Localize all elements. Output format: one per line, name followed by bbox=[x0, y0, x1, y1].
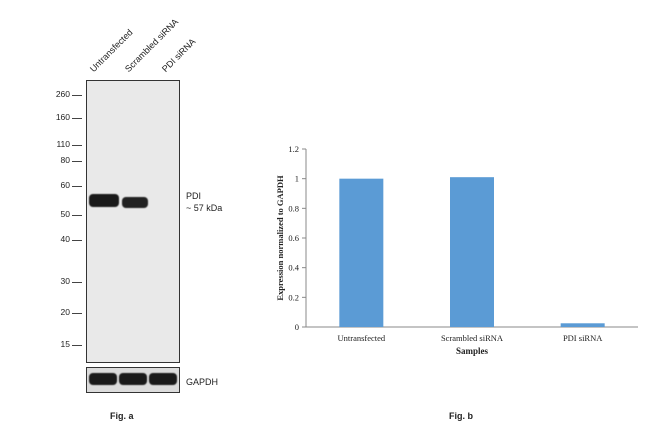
marker-tick bbox=[72, 345, 82, 346]
marker-label: 260 bbox=[55, 89, 70, 99]
y-tick-label: 1.2 bbox=[288, 144, 299, 154]
gapdh-band-pdi-sirna bbox=[149, 373, 177, 385]
y-tick-label: 0.4 bbox=[288, 263, 299, 273]
gapdh-band-scrambled-sirna bbox=[119, 373, 147, 385]
bar-untransfected bbox=[339, 178, 384, 327]
pdi-band-scrambled-sirna bbox=[122, 197, 148, 208]
marker-tick bbox=[72, 186, 82, 187]
y-tick-label: 0.6 bbox=[288, 233, 299, 243]
bar-pdi-sirna bbox=[560, 323, 605, 327]
band-size-label: ~ 57 kDa bbox=[186, 203, 223, 213]
y-tick-label: 0.8 bbox=[288, 203, 299, 213]
y-tick-label: 0 bbox=[295, 322, 299, 332]
loading-control-label: GAPDH bbox=[186, 377, 219, 387]
x-tick-label: Untransfected bbox=[337, 333, 385, 343]
marker-label: 15 bbox=[60, 339, 70, 349]
figure-a-caption: Fig. a bbox=[110, 411, 134, 421]
y-tick-label: 0.2 bbox=[288, 292, 299, 302]
marker-tick bbox=[72, 313, 82, 314]
y-axis-ticks: 0 0.2 0.4 0.6 0.8 1 1.2 bbox=[288, 144, 306, 332]
gapdh-blot-image bbox=[86, 367, 180, 393]
x-axis-title: Samples bbox=[456, 346, 489, 356]
pdi-blot-image bbox=[86, 80, 180, 363]
marker-tick bbox=[72, 145, 82, 146]
marker-tick bbox=[72, 240, 82, 241]
y-tick-label: 1 bbox=[295, 174, 299, 184]
pdi-band-untransfected bbox=[89, 194, 119, 207]
marker-label: 20 bbox=[60, 307, 70, 317]
marker-label: 110 bbox=[56, 139, 70, 149]
marker-label: 30 bbox=[60, 276, 70, 286]
marker-label: 50 bbox=[60, 209, 70, 219]
marker-tick bbox=[72, 215, 82, 216]
x-tick-label: PDI siRNA bbox=[563, 333, 603, 343]
marker-tick bbox=[72, 282, 82, 283]
y-axis-title: Expression normalized to GAPDH bbox=[275, 175, 285, 301]
bars bbox=[339, 177, 605, 327]
marker-tick bbox=[72, 95, 82, 96]
marker-tick bbox=[72, 118, 82, 119]
marker-label: 160 bbox=[55, 112, 70, 122]
marker-label: 40 bbox=[60, 234, 70, 244]
marker-label: 60 bbox=[60, 180, 70, 190]
marker-label: 80 bbox=[60, 155, 70, 165]
gapdh-band-untransfected bbox=[89, 373, 117, 385]
figure-b-caption: Fig. b bbox=[449, 411, 473, 421]
x-tick-label: Scrambled siRNA bbox=[441, 333, 504, 343]
marker-tick bbox=[72, 161, 82, 162]
band-label: PDI bbox=[186, 191, 202, 201]
x-axis-tick-labels: Untransfected Scrambled siRNA PDI siRNA bbox=[337, 333, 603, 343]
bar-scrambled-sirna bbox=[450, 177, 494, 327]
